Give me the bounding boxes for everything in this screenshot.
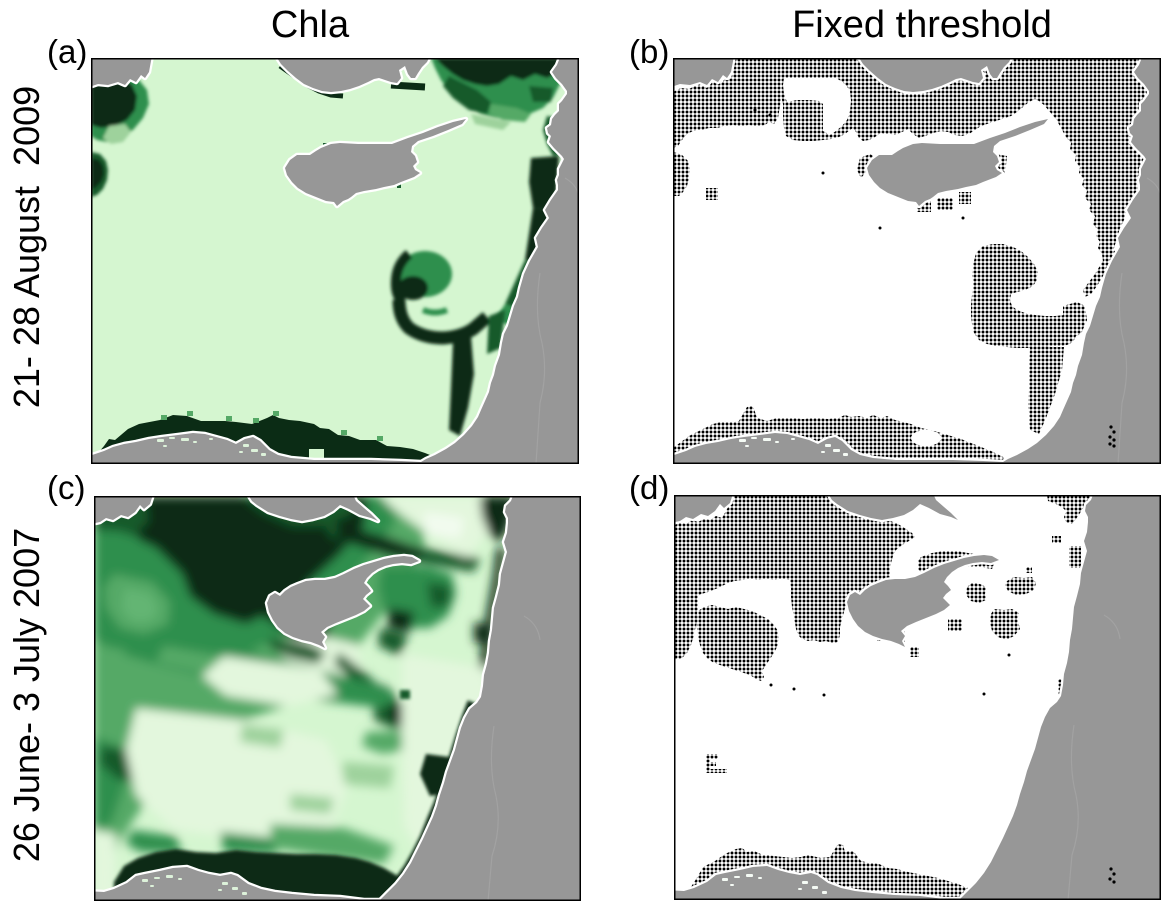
svg-text:26 June- 3 July 2007: 26 June- 3 July 2007	[6, 528, 47, 862]
svg-text:21- 28 August 2009: 21- 28 August 2009	[6, 86, 47, 408]
